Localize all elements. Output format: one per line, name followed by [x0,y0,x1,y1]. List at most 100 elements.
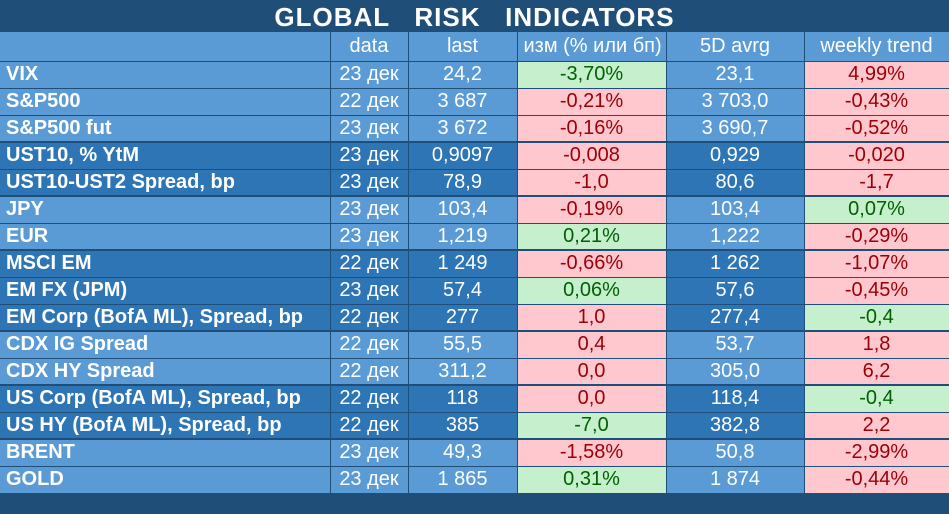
table-row: GOLD 23 дек 1 865 0,31% 1 874 -0,44% [0,466,949,494]
change-cell: 0,06% [517,277,667,305]
date-cell: 23 дек [330,115,409,143]
indicator-name-cell: EUR [0,223,331,251]
date-cell: 22 дек [330,331,409,359]
weekly-trend-cell: -0,45% [804,277,949,305]
date-cell: 23 дек [330,196,409,224]
weekly-trend-cell: -1,07% [804,250,949,278]
header-name [0,32,331,62]
indicator-name-cell: S&P500 [0,88,331,116]
indicator-name-cell: EM Corp (BofA ML), Spread, bp [0,304,331,332]
avg-5d-cell: 305,0 [666,358,805,386]
header-change: изм (% или бп) [517,32,667,62]
date-cell: 23 дек [330,223,409,251]
change-cell: -7,0 [517,412,667,440]
avg-5d-cell: 1,222 [666,223,805,251]
date-cell: 22 дек [330,412,409,440]
weekly-trend-cell: 1,8 [804,331,949,359]
weekly-trend-cell: -0,52% [804,115,949,143]
last-value-cell: 118 [408,385,518,413]
avg-5d-cell: 50,8 [666,439,805,467]
last-value-cell: 55,5 [408,331,518,359]
header-5d-avg: 5D avrg [666,32,805,62]
avg-5d-cell: 23,1 [666,61,805,89]
date-cell: 22 дек [330,88,409,116]
avg-5d-cell: 57,6 [666,277,805,305]
weekly-trend-cell: -0,4 [804,385,949,413]
risk-indicators-table: data last изм (% или бп) 5D avrg weekly … [0,32,949,494]
weekly-trend-cell: 2,2 [804,412,949,440]
change-cell: 0,0 [517,358,667,386]
avg-5d-cell: 3 703,0 [666,88,805,116]
last-value-cell: 277 [408,304,518,332]
indicator-name-cell: S&P500 fut [0,115,331,143]
indicator-name-cell: CDX HY Spread [0,358,331,386]
indicator-name-cell: US Corp (BofA ML), Spread, bp [0,385,331,413]
table-row: BRENT 23 дек 49,3 -1,58% 50,8 -2,99% [0,439,949,467]
indicator-name-cell: US HY (BofA ML), Spread, bp [0,412,331,440]
change-cell: 0,0 [517,385,667,413]
weekly-trend-cell: -2,99% [804,439,949,467]
indicator-name-cell: BRENT [0,439,331,467]
weekly-trend-cell: -0,4 [804,304,949,332]
change-cell: -0,16% [517,115,667,143]
last-value-cell: 57,4 [408,277,518,305]
avg-5d-cell: 103,4 [666,196,805,224]
avg-5d-cell: 1 262 [666,250,805,278]
change-cell: -3,70% [517,61,667,89]
indicator-name-cell: EM FX (JPM) [0,277,331,305]
table-row: CDX HY Spread 22 дек 311,2 0,0 305,0 6,2 [0,358,949,386]
table-row: MSCI EM 22 дек 1 249 -0,66% 1 262 -1,07% [0,250,949,278]
indicator-name-cell: JPY [0,196,331,224]
last-value-cell: 24,2 [408,61,518,89]
table-body: VIX 23 дек 24,2 -3,70% 23,1 4,99% S&P500 22 дек… [0,61,949,494]
indicator-name-cell: CDX IG Spread [0,331,331,359]
header-last: last [408,32,518,62]
last-value-cell: 103,4 [408,196,518,224]
date-cell: 22 дек [330,250,409,278]
avg-5d-cell: 1 874 [666,466,805,494]
change-cell: 0,21% [517,223,667,251]
table-row: JPY 23 дек 103,4 -0,19% 103,4 0,07% [0,196,949,224]
header-weekly-trend: weekly trend [804,32,949,62]
weekly-trend-cell: 0,07% [804,196,949,224]
indicator-name-cell: GOLD [0,466,331,494]
table-row: S&P500 22 дек 3 687 -0,21% 3 703,0 -0,43% [0,88,949,116]
weekly-trend-cell: -0,020 [804,142,949,170]
last-value-cell: 1 865 [408,466,518,494]
last-value-cell: 0,9097 [408,142,518,170]
avg-5d-cell: 382,8 [666,412,805,440]
date-cell: 22 дек [330,304,409,332]
date-cell: 23 дек [330,439,409,467]
table-row: EM FX (JPM) 23 дек 57,4 0,06% 57,6 -0,45% [0,277,949,305]
avg-5d-cell: 277,4 [666,304,805,332]
last-value-cell: 1 249 [408,250,518,278]
change-cell: -1,0 [517,169,667,197]
last-value-cell: 3 687 [408,88,518,116]
change-cell: -1,58% [517,439,667,467]
table-row: UST10-UST2 Spread, bp 23 дек 78,9 -1,0 80,6-… [0,169,949,197]
table-row: CDX IG Spread 22 дек 55,5 0,4 53,7 1,8 [0,331,949,359]
change-cell: 0,4 [517,331,667,359]
last-value-cell: 49,3 [408,439,518,467]
date-cell: 23 дек [330,466,409,494]
date-cell: 23 дек [330,142,409,170]
indicator-name-cell: UST10, % YtM [0,142,331,170]
avg-5d-cell: 3 690,7 [666,115,805,143]
change-cell: -0,19% [517,196,667,224]
avg-5d-cell: 80,6 [666,169,805,197]
avg-5d-cell: 53,7 [666,331,805,359]
change-cell: -0,008 [517,142,667,170]
last-value-cell: 1,219 [408,223,518,251]
indicator-name-cell: MSCI EM [0,250,331,278]
date-cell: 22 дек [330,358,409,386]
table-row: US HY (BofA ML), Spread, bp 22 дек 385 -7,0… [0,412,949,440]
last-value-cell: 78,9 [408,169,518,197]
table-row: S&P500 fut 23 дек 3 672 -0,16% 3 690,7 -0,52% [0,115,949,143]
indicator-name-cell: VIX [0,61,331,89]
change-cell: 0,31% [517,466,667,494]
date-cell: 23 дек [330,277,409,305]
date-cell: 23 дек [330,61,409,89]
weekly-trend-cell: -0,43% [804,88,949,116]
weekly-trend-cell: -0,44% [804,466,949,494]
weekly-trend-cell: -0,29% [804,223,949,251]
